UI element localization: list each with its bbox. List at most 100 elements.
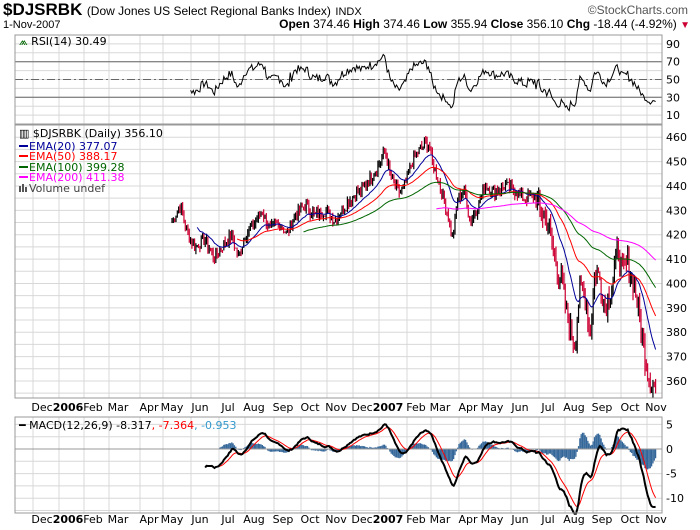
ema100-legend: EMA(100) 399.28: [29, 161, 125, 174]
x-tick-label: May: [161, 401, 184, 414]
index-name: (Dow Jones US Select Regional Banks Inde…: [86, 4, 331, 18]
x-tick-label: Mar: [430, 401, 451, 414]
x-tick-label: Oct: [300, 401, 320, 414]
x-tick-label: Aug: [243, 513, 264, 526]
y-tick-label: 30: [666, 91, 680, 104]
ema50-line: [236, 166, 657, 317]
y-tick-label: 450: [666, 156, 687, 169]
x-tick-label: Sep: [592, 401, 613, 414]
close-label: Close: [490, 17, 524, 31]
x-tick-label: Nov: [325, 513, 347, 526]
low-value: 355.94: [450, 17, 488, 31]
x-tick-label: Sep: [273, 513, 294, 526]
ema20-line: [196, 154, 657, 350]
y-tick-label: 50: [666, 74, 680, 87]
x-tick-label: Nov: [645, 401, 667, 414]
open-value: 374.46: [313, 17, 350, 31]
chart-date: 1-Nov-2007: [3, 19, 61, 31]
x-tick-label: Apr: [458, 401, 478, 414]
chg-value: -18.44 (-4.92%): [593, 17, 677, 31]
rsi-icon: ⩕: [19, 35, 28, 48]
x-tick-label: Jun: [510, 513, 528, 526]
macd-legend: ━ MACD(12,26,9) -8.317, -7.364, -0.953: [18, 419, 237, 432]
x-tick-label: Dec: [351, 401, 372, 414]
high-label: High: [353, 17, 380, 31]
ema20-legend: EMA(20) 377.07: [29, 140, 118, 153]
x-tick-label: May: [481, 513, 504, 526]
rsi-legend: ⩕ RSI(14) 30.49: [19, 35, 107, 48]
x-tick-label: Jul: [220, 513, 234, 526]
x-tick-label: 2006: [53, 513, 84, 526]
x-tick-label: Mar: [430, 513, 451, 526]
y-tick-label: 440: [666, 180, 687, 193]
exchange: INDX: [335, 6, 362, 18]
x-tick-label: Jul: [540, 401, 554, 414]
x-tick-label: Jun: [190, 513, 208, 526]
x-tick-label: Jun: [190, 401, 208, 414]
x-tick-label: Dec: [31, 401, 52, 414]
main-legend: ▥ $DJSRBK (Daily) 356.10 EMA(20) 377.07 …: [19, 127, 163, 195]
close-value: 356.10: [526, 17, 564, 31]
x-tick-label: Aug: [563, 513, 584, 526]
x-tick-label: 2007: [373, 513, 404, 526]
rsi-line: [190, 53, 656, 112]
x-tick-label: Jun: [510, 401, 528, 414]
x-tick-label: Feb: [83, 401, 102, 414]
low-label: Low: [423, 17, 448, 31]
ema200-line: [436, 202, 656, 261]
x-tick-label: Mar: [108, 513, 129, 526]
x-tick-label: Feb: [406, 401, 425, 414]
panel-macd: [14, 416, 663, 514]
y-tick-label: 410: [666, 253, 687, 266]
ema200-legend: EMA(200) 411.38: [29, 171, 125, 184]
y-tick-label: -10: [666, 492, 684, 505]
y-tick-label: 380: [666, 326, 687, 339]
high-value: 374.46: [383, 17, 420, 31]
x-tick-label: Nov: [325, 401, 347, 414]
x-tick-label: Aug: [243, 401, 264, 414]
x-tick-label: Dec: [31, 513, 52, 526]
ema100-line: [303, 181, 657, 288]
down-arrow-icon: ▼: [680, 20, 690, 31]
volume-legend: Volume undef: [29, 182, 106, 195]
x-tick-label: 2007: [373, 401, 404, 414]
y-tick-label: 430: [666, 204, 687, 217]
macd-signal-line: [215, 427, 657, 508]
x-tick-label: Feb: [83, 513, 102, 526]
symbol: $DJSRBK: [3, 0, 83, 19]
x-tick-label: 2006: [53, 401, 84, 414]
x-tick-label: Feb: [406, 513, 425, 526]
ohlc-icon: ▥: [19, 127, 29, 140]
y-tick-label: 460: [666, 131, 687, 144]
y-tick-label: 390: [666, 302, 687, 315]
y-tick-label: 0: [666, 443, 673, 456]
x-tick-label: Jul: [540, 513, 554, 526]
copyright: ©StockCharts.com: [587, 3, 688, 17]
x-tick-label: Dec: [351, 513, 372, 526]
volume-icon: [19, 184, 27, 192]
x-tick-label: Nov: [645, 513, 667, 526]
y-tick-label: 420: [666, 229, 687, 242]
x-tick-label: Apr: [139, 401, 159, 414]
y-tick-label: 5: [666, 418, 673, 431]
x-tick-label: May: [481, 401, 504, 414]
x-tick-label: Sep: [273, 401, 294, 414]
x-tick-label: May: [161, 513, 184, 526]
x-tick-label: Oct: [620, 401, 640, 414]
open-label: Open: [279, 17, 310, 31]
x-tick-label: Oct: [300, 513, 320, 526]
x-tick-label: Apr: [458, 513, 478, 526]
y-tick-label: 370: [666, 351, 687, 364]
x-tick-label: Aug: [563, 401, 584, 414]
y-tick-label: -5: [666, 468, 677, 481]
y-tick-label: 90: [666, 38, 680, 51]
panel-rsi: [14, 34, 663, 125]
panel-main: [14, 124, 663, 399]
y-tick-label: 10: [666, 109, 680, 122]
quote-summary: Open 374.46 High 374.46 Low 355.94 Close…: [279, 17, 690, 31]
x-tick-label: Apr: [139, 513, 159, 526]
x-tick-label: Oct: [620, 513, 640, 526]
x-tick-label: Sep: [592, 513, 613, 526]
ema50-legend: EMA(50) 388.17: [29, 150, 118, 163]
